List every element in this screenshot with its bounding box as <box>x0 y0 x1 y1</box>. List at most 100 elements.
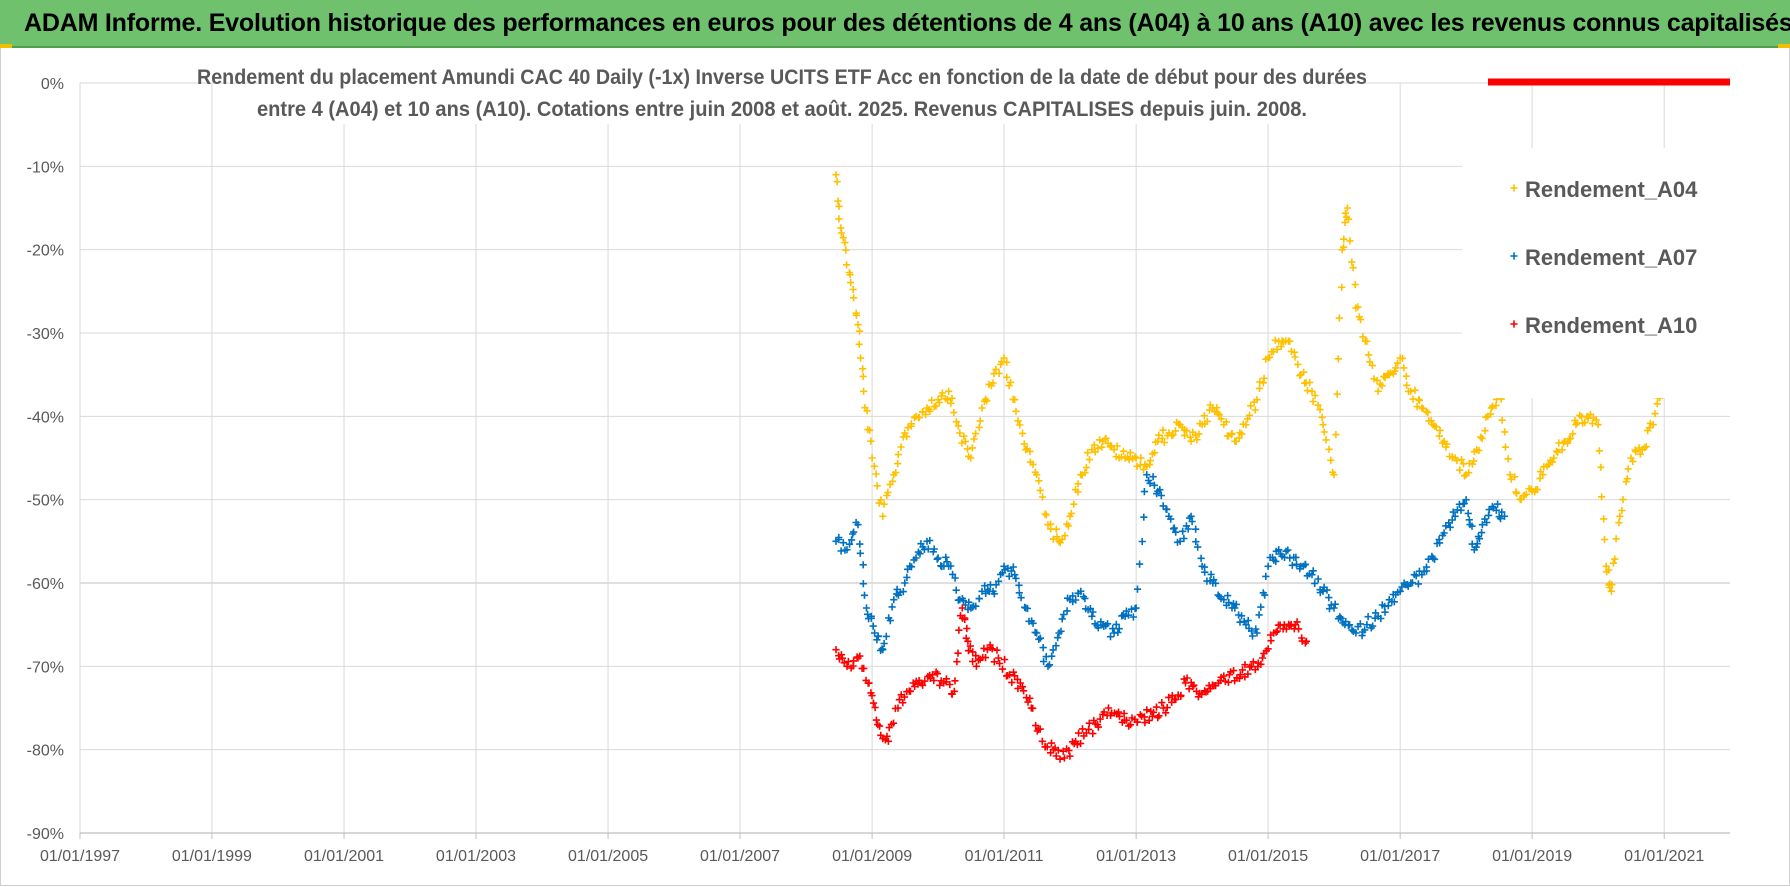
data-point-marker <box>1156 486 1164 494</box>
data-point-marker <box>1461 472 1469 480</box>
data-point-marker <box>1475 446 1483 455</box>
data-point-marker <box>1255 384 1264 392</box>
data-point-marker <box>1642 443 1650 451</box>
data-point-marker <box>1024 698 1032 706</box>
data-point-marker <box>1224 592 1232 600</box>
data-point-marker <box>947 562 955 570</box>
data-point-marker <box>1256 378 1264 386</box>
banner-title: ADAM Informe. Evolution historique des p… <box>24 8 1790 37</box>
data-point-marker <box>1032 722 1040 730</box>
data-point-marker <box>1368 361 1376 370</box>
data-point-marker <box>934 554 942 562</box>
data-point-marker <box>1511 473 1519 481</box>
data-point-marker <box>1035 635 1043 643</box>
data-point-marker <box>1169 431 1177 439</box>
data-point-marker <box>1011 571 1019 579</box>
data-point-marker <box>972 430 980 438</box>
x-tick-label: 01/01/2009 <box>832 848 912 865</box>
data-point-marker <box>1122 607 1130 615</box>
data-point-marker <box>1266 353 1274 361</box>
data-point-marker <box>1056 755 1064 763</box>
data-point-marker <box>892 469 900 477</box>
data-point-marker <box>1014 684 1022 693</box>
data-point-marker <box>1291 353 1299 361</box>
data-point-marker <box>1181 431 1189 439</box>
data-point-marker <box>1124 611 1133 619</box>
data-point-marker <box>1293 618 1301 626</box>
data-point-marker <box>1180 534 1188 543</box>
data-point-marker <box>1346 237 1354 245</box>
data-point-marker <box>1133 462 1141 470</box>
data-point-marker <box>1090 441 1098 449</box>
data-point-marker <box>951 574 959 582</box>
data-point-marker <box>863 407 871 415</box>
x-tick-label: 01/01/2019 <box>1492 848 1572 865</box>
data-point-marker <box>1500 512 1509 520</box>
data-point-marker <box>955 626 963 634</box>
data-point-marker <box>1106 443 1114 451</box>
data-point-marker <box>1292 560 1301 568</box>
data-point-marker <box>1171 427 1179 435</box>
data-point-marker <box>972 652 980 660</box>
data-point-marker <box>848 536 856 544</box>
data-point-marker <box>1187 512 1195 520</box>
data-point-marker <box>990 590 998 598</box>
data-point-marker <box>1052 642 1060 650</box>
chart-title: Rendement du placement Amundi CAC 40 Dai… <box>197 54 1730 124</box>
legend-label: Rendement_A10 <box>1525 313 1697 338</box>
data-point-marker <box>1054 634 1062 642</box>
banner-corner-left <box>0 44 12 48</box>
data-point-marker <box>872 470 880 478</box>
data-point-marker <box>1342 617 1350 626</box>
data-point-marker <box>1154 437 1162 445</box>
data-point-marker <box>1465 469 1473 477</box>
data-point-marker <box>1066 752 1074 760</box>
data-point-marker <box>1422 407 1430 416</box>
data-point-marker <box>880 639 888 648</box>
data-point-marker <box>942 675 950 683</box>
data-point-marker <box>1082 464 1090 472</box>
data-point-marker <box>900 693 909 701</box>
data-point-marker <box>1217 415 1225 423</box>
data-point-marker <box>856 327 864 335</box>
data-point-marker <box>1074 480 1082 488</box>
data-point-marker <box>1198 690 1206 699</box>
data-point-marker <box>876 722 884 730</box>
data-point-marker <box>1188 517 1196 526</box>
data-point-marker <box>943 558 951 566</box>
data-point-marker <box>1192 538 1200 546</box>
data-point-marker <box>1483 518 1491 527</box>
data-point-marker <box>1392 364 1400 372</box>
data-point-marker <box>1238 612 1246 620</box>
data-point-marker <box>1094 723 1102 731</box>
data-point-marker <box>998 665 1007 673</box>
data-point-marker <box>1456 466 1464 474</box>
data-point-marker <box>1501 428 1509 436</box>
data-point-marker <box>1498 416 1506 424</box>
data-point-marker <box>859 561 867 569</box>
data-point-marker <box>968 444 976 452</box>
data-point-marker <box>1595 447 1603 455</box>
data-point-marker <box>903 573 911 581</box>
data-point-marker <box>1330 471 1338 479</box>
data-point-marker <box>1380 372 1388 380</box>
data-point-marker <box>972 602 980 610</box>
legend-item: Rendement_A07 <box>1510 245 1697 270</box>
data-point-marker <box>1255 611 1263 619</box>
data-point-marker <box>1049 535 1057 543</box>
data-point-marker <box>1600 535 1609 544</box>
data-point-marker <box>1033 471 1041 479</box>
data-point-marker <box>1177 691 1185 699</box>
data-point-marker <box>1277 342 1285 351</box>
data-point-marker <box>832 171 840 179</box>
data-point-marker <box>1651 410 1659 418</box>
report-banner: ADAM Informe. Evolution historique des p… <box>0 0 1790 48</box>
data-point-marker <box>1129 613 1137 621</box>
data-point-marker <box>1065 746 1073 755</box>
data-point-marker <box>932 402 940 410</box>
data-point-marker <box>1262 572 1270 580</box>
data-point-marker <box>976 417 984 425</box>
data-point-marker <box>1448 516 1456 524</box>
data-point-marker <box>1136 560 1144 568</box>
data-point-marker <box>1251 406 1259 414</box>
